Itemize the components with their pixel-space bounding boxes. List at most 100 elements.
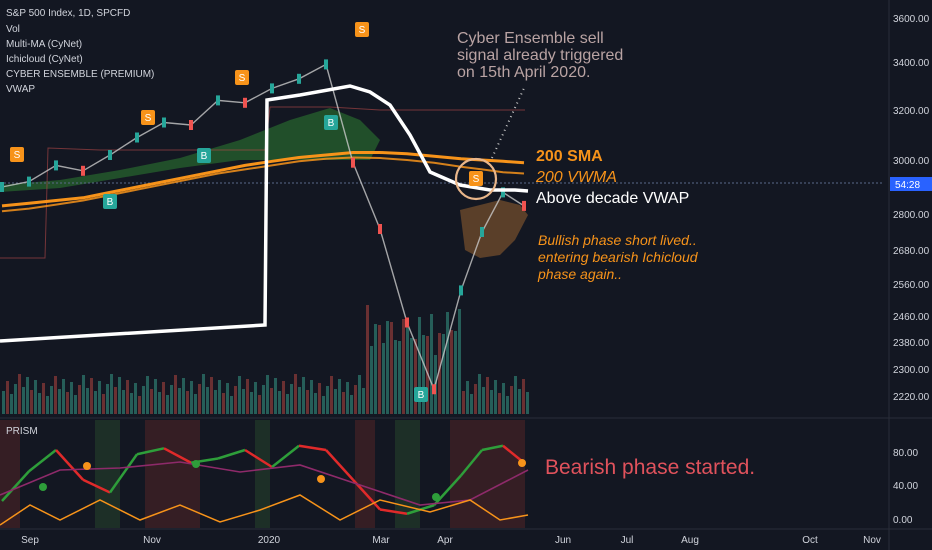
cyber-note-line-1: Cyber Ensemble sell bbox=[457, 30, 604, 47]
sma-label: 200 SMA bbox=[536, 148, 603, 165]
volume-bar bbox=[162, 382, 165, 414]
price-candle bbox=[189, 120, 193, 130]
volume-bar bbox=[462, 391, 465, 414]
ichi-note-line-2: entering bearish Ichicloud bbox=[538, 249, 698, 265]
volume-bar bbox=[330, 376, 333, 414]
prism-segment bbox=[244, 448, 273, 469]
prism-segment bbox=[433, 474, 462, 507]
volume-bar bbox=[294, 374, 297, 414]
buy-signal-box bbox=[414, 387, 428, 402]
volume-bar bbox=[290, 384, 293, 414]
prism-segment bbox=[108, 453, 139, 494]
time-tick-label: Apr bbox=[437, 535, 453, 546]
volume-bar bbox=[246, 379, 249, 414]
sell-signal-label: S bbox=[239, 73, 246, 84]
sell-signal-box bbox=[141, 110, 155, 125]
volume-bar bbox=[394, 340, 397, 414]
volume-bar bbox=[402, 319, 405, 414]
symbol-title[interactable]: S&P 500 Index, 1D, SPCFD bbox=[6, 8, 131, 19]
volume-bar bbox=[266, 375, 269, 414]
sell-signal-3: S bbox=[355, 22, 369, 37]
prism-segment bbox=[481, 444, 504, 452]
volume-bar bbox=[430, 314, 433, 414]
time-tick-label: Nov bbox=[143, 535, 161, 546]
prism-segment bbox=[55, 449, 84, 481]
cyber-note-line-2: signal already triggered bbox=[457, 47, 624, 64]
volume-bar bbox=[486, 377, 489, 414]
volume-bar bbox=[362, 388, 365, 414]
price-tick-label: 2680.00 bbox=[893, 246, 930, 257]
volume-bar bbox=[178, 388, 181, 414]
volume-bar bbox=[126, 380, 129, 414]
sell-signal-label: S bbox=[473, 174, 480, 185]
volume-bar bbox=[494, 380, 497, 414]
volume-bar bbox=[346, 382, 349, 414]
volume-bar bbox=[438, 333, 441, 414]
volume-bar bbox=[118, 377, 121, 414]
prism-segment bbox=[379, 508, 408, 515]
vwma-line bbox=[1, 156, 525, 213]
volume-bar bbox=[342, 392, 345, 414]
ichi-note: Bullish phase short lived.. entering bea… bbox=[538, 232, 698, 283]
prism-dot bbox=[192, 460, 200, 468]
volume-bar bbox=[34, 380, 37, 414]
volume-bar bbox=[94, 391, 97, 414]
indicator-vol[interactable]: Vol bbox=[6, 24, 20, 35]
buy-signal-box bbox=[324, 115, 338, 130]
volume-bar bbox=[26, 377, 29, 414]
price-candle bbox=[351, 157, 355, 168]
ichi-note-line-3: phase again.. bbox=[538, 266, 623, 282]
volume-bar bbox=[310, 380, 313, 414]
time-tick-label: Jul bbox=[621, 535, 634, 546]
volume-bar bbox=[522, 379, 525, 414]
buy-signal-2: B bbox=[324, 115, 338, 130]
price-candle bbox=[432, 384, 436, 395]
volume-bar bbox=[50, 386, 53, 414]
volume-bar bbox=[370, 346, 373, 414]
volume-bar bbox=[6, 381, 9, 414]
volume-bar bbox=[66, 392, 69, 414]
volume-bar bbox=[222, 393, 225, 414]
volume-bar bbox=[262, 385, 265, 414]
volume-bar bbox=[82, 375, 85, 414]
buy-signal-0: B bbox=[103, 194, 117, 209]
prism-segment bbox=[271, 444, 300, 468]
volume-bar bbox=[218, 380, 221, 414]
time-tick-label: Oct bbox=[802, 535, 818, 546]
price-tick-label: 2300.00 bbox=[893, 365, 930, 376]
price-candle bbox=[216, 95, 220, 106]
volume-bar bbox=[382, 343, 385, 414]
volume-bar bbox=[198, 384, 201, 414]
volume-bar bbox=[326, 386, 329, 414]
volume-bar bbox=[182, 378, 185, 414]
volume-bar bbox=[166, 395, 169, 414]
volume-bar bbox=[70, 382, 73, 414]
price-candle bbox=[0, 182, 4, 192]
time-tick-label: 2020 bbox=[258, 535, 281, 546]
volume-bar bbox=[298, 387, 301, 414]
sma-line bbox=[1, 151, 525, 208]
volume-bar bbox=[90, 378, 93, 414]
price-tick-label: 2460.00 bbox=[893, 312, 930, 323]
indicator-cyber-ensemble[interactable]: CYBER ENSEMBLE (PREMIUM) bbox=[6, 69, 155, 80]
prism-pane-label[interactable]: PRISM bbox=[6, 426, 38, 437]
volume-bar bbox=[134, 383, 137, 414]
prism-band-3 bbox=[255, 420, 270, 528]
volume-bar bbox=[282, 381, 285, 414]
volume-bar bbox=[318, 383, 321, 414]
indicator-ichicloud[interactable]: Ichicloud (CyNet) bbox=[6, 54, 83, 65]
price-candle bbox=[81, 165, 85, 176]
price-candle bbox=[459, 285, 463, 296]
volume-bar bbox=[102, 394, 105, 414]
price-tick-label: 2560.00 bbox=[893, 280, 930, 291]
volume-bar bbox=[110, 374, 113, 414]
price-candle bbox=[522, 200, 526, 211]
indicator-multi-ma[interactable]: Multi-MA (CyNet) bbox=[6, 39, 83, 50]
volume-bar bbox=[502, 383, 505, 414]
indicator-vwap[interactable]: VWAP bbox=[6, 84, 36, 95]
price-candle bbox=[108, 150, 112, 160]
volume-bar bbox=[466, 381, 469, 414]
buy-signal-1: B bbox=[197, 148, 211, 163]
volume-bar bbox=[22, 387, 25, 414]
